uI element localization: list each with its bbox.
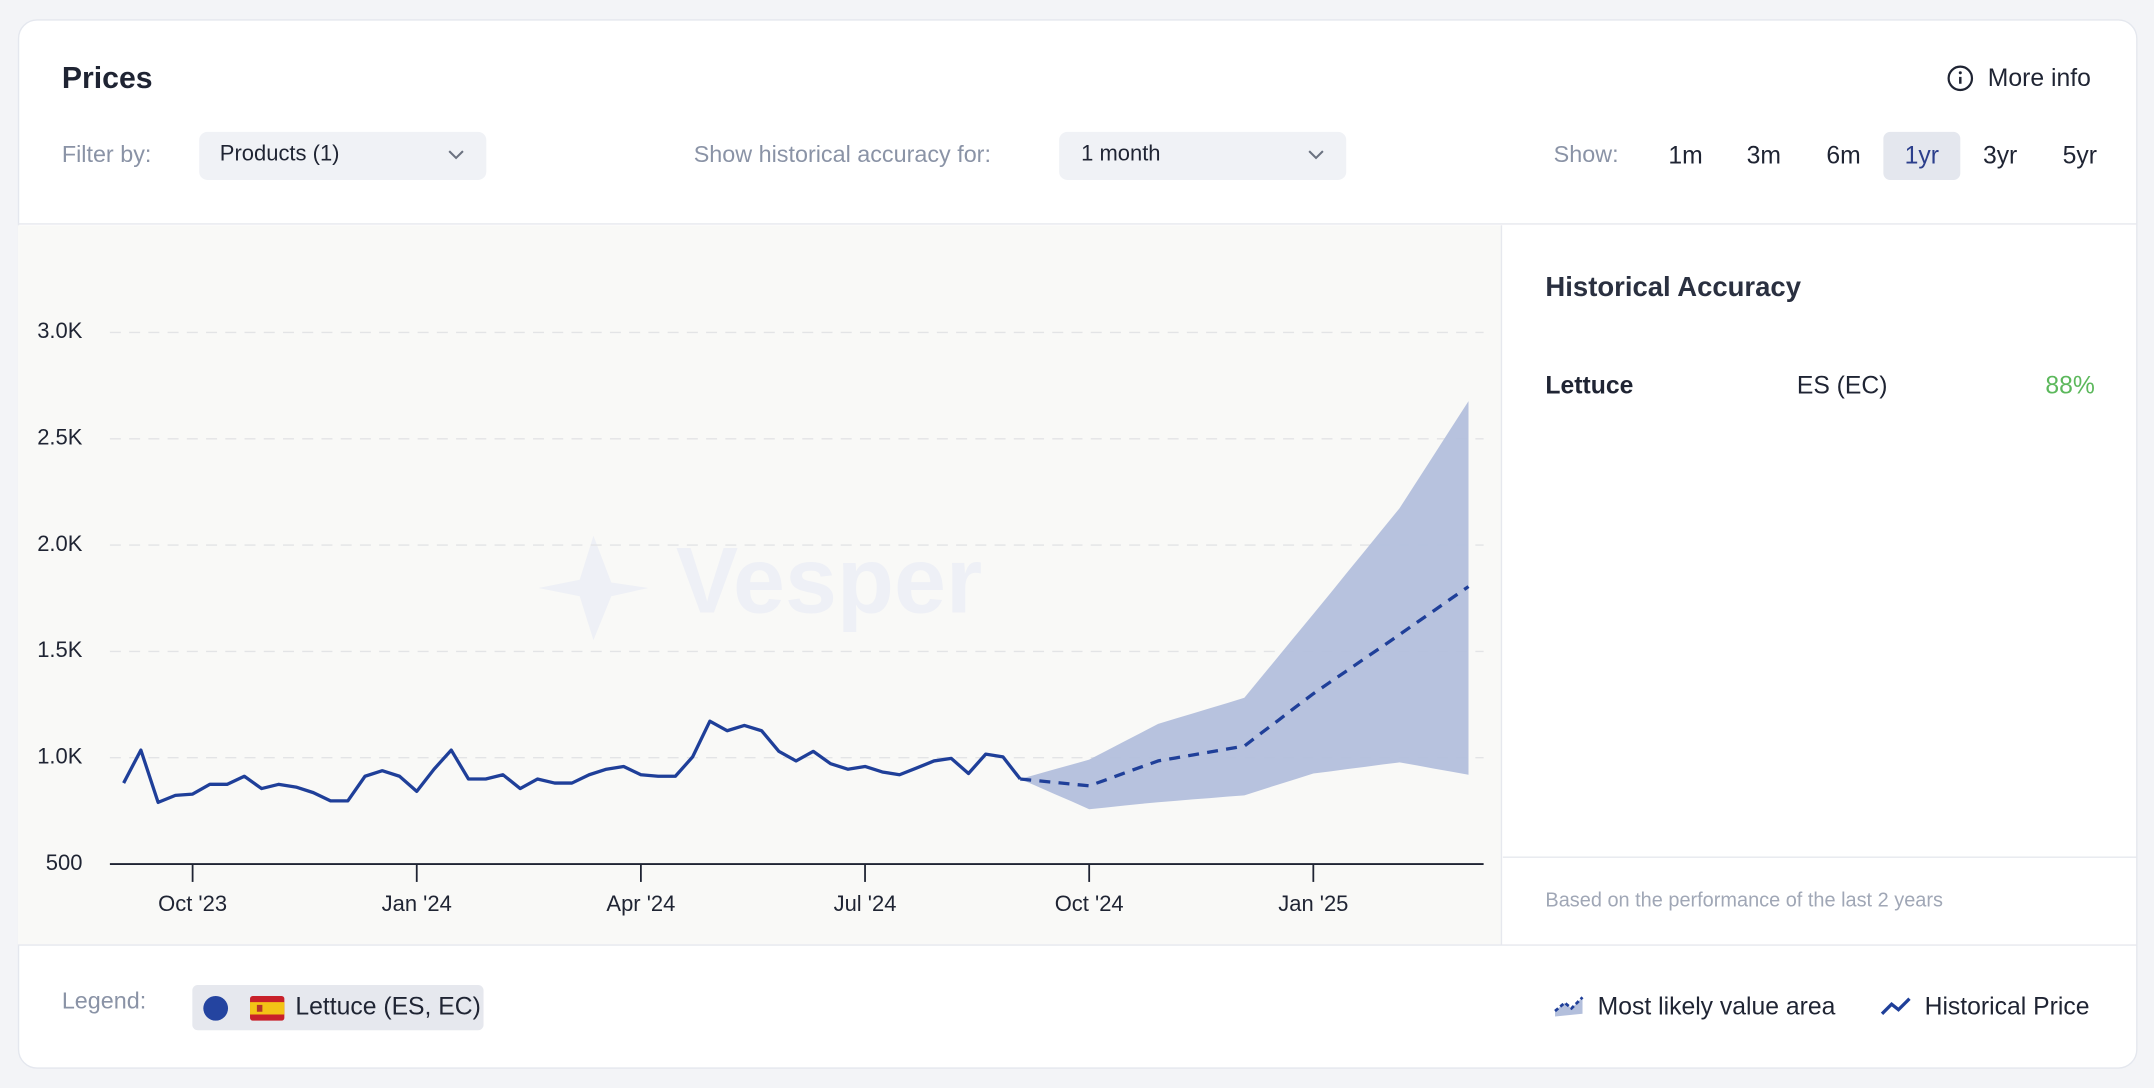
value-area	[1020, 401, 1469, 810]
footnote: Based on the performance of the last 2 y…	[1545, 890, 1943, 913]
line-key-icon	[1880, 997, 1911, 1015]
legend-chip[interactable]	[192, 984, 484, 1031]
legend-chip-icons	[203, 995, 285, 1021]
accuracy-label: Show historical accuracy for:	[693, 141, 991, 168]
panel-title: Historical Accuracy	[1545, 272, 1801, 303]
chart-background	[17, 225, 1502, 946]
info-icon[interactable]	[1947, 65, 1974, 92]
accuracy: 88%	[2045, 371, 2095, 400]
range-button[interactable]: 1m	[1668, 141, 1703, 169]
range-button[interactable]: 3m	[1746, 141, 1782, 169]
products-dropdown[interactable]	[199, 131, 487, 180]
chevron	[1308, 150, 1324, 160]
x-tick-label: Oct '24	[1055, 891, 1124, 916]
x-tick-label: Oct '23	[158, 891, 227, 916]
chevron	[448, 150, 464, 160]
accuracy-value: 1 month	[1081, 142, 1161, 167]
forecast-line	[1020, 585, 1470, 788]
y-tick-label: 1.5K	[37, 637, 83, 662]
accuracy-dropdown[interactable]	[1059, 131, 1347, 180]
products-value: Products (1)	[219, 142, 340, 167]
legend-key: Historical Price	[1924, 992, 2090, 1020]
legend-key: Most likely value area	[1597, 992, 1836, 1020]
x-tick-label: Jan '24	[382, 891, 452, 916]
y-tick-label: 2.0K	[37, 531, 83, 556]
area-key-icon	[1554, 996, 1584, 1017]
y-tick-label: 500	[46, 850, 83, 875]
show-label: Show:	[1553, 141, 1619, 168]
price-line	[122, 719, 1022, 805]
filter-label: Filter by:	[61, 141, 152, 168]
x-tick-label: Apr '24	[606, 891, 675, 916]
product: Lettuce	[1545, 371, 1634, 400]
range-button[interactable]: 1yr	[1883, 131, 1961, 180]
legend-label: Legend:	[61, 987, 147, 1014]
watermark-logo	[538, 535, 649, 641]
title: Prices	[61, 60, 153, 95]
y-tick-label: 3.0K	[37, 318, 83, 343]
origin: ES (EC)	[1796, 371, 1888, 400]
range-button[interactable]: 6m	[1826, 141, 1861, 169]
y-tick-label: 1.0K	[37, 744, 83, 769]
legend-item: Lettuce (ES, EC)	[295, 992, 481, 1020]
range-button[interactable]: 5yr	[2062, 141, 2097, 169]
plot: 500 1.0K 1.5K 2.0K 2.5K 3.0K Oct '23 Jan '24 Apr…	[37, 318, 1484, 916]
x-tick-label: Jan '25	[1278, 891, 1348, 916]
x-tick-label: Jul '24	[834, 891, 897, 916]
y-tick-label: 2.5K	[37, 425, 83, 450]
range-button[interactable]: 3yr	[1982, 141, 2018, 169]
more-info[interactable]: More info	[1987, 63, 2091, 92]
watermark: Vesper	[676, 528, 982, 633]
